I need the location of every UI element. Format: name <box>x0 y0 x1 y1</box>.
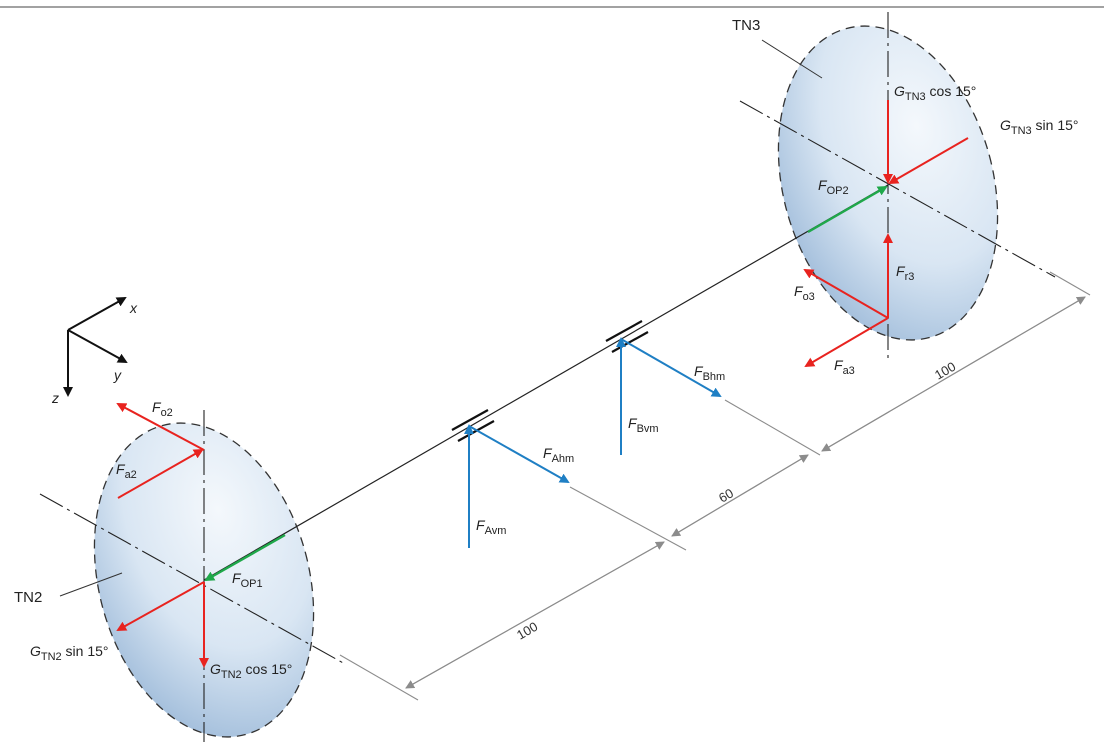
label-fo2: Fo2 <box>152 399 173 419</box>
force-arrow-gtn3-sin <box>888 137 969 184</box>
label-fbhm: FBhm <box>694 363 725 383</box>
label-fo3: Fo3 <box>794 283 815 303</box>
bearing-b <box>605 320 649 353</box>
dim-100-left: 100 <box>514 619 540 643</box>
label-favm: FAvm <box>476 517 506 537</box>
label-fr3: Fr3 <box>896 263 914 283</box>
shaft-line <box>203 184 889 581</box>
force-arrow-fo3 <box>803 268 889 319</box>
label-fop1: FOP1 <box>232 570 263 590</box>
force-arrow-fo2 <box>116 403 205 451</box>
force-arrow-fahm <box>468 425 570 483</box>
label-tn2: TN2 <box>14 589 42 606</box>
dim-60: 60 <box>716 485 736 505</box>
force-arrow-fa2 <box>117 449 204 499</box>
label-gtn3-cos: GTN3 cos 15° <box>894 83 976 103</box>
label-tn3: TN3 <box>732 17 760 34</box>
leader-tn2 <box>59 572 123 597</box>
force-arrow-gtn2-sin <box>116 581 205 631</box>
label-fahm: FAhm <box>543 445 574 465</box>
force-arrow-fa3 <box>804 317 889 368</box>
axis-y-label: y <box>113 367 122 383</box>
label-fa3: Fa3 <box>834 357 855 377</box>
coordinate-axes <box>63 297 128 397</box>
axis-z-label: z <box>51 390 59 406</box>
disk-tn2 <box>39 410 346 742</box>
label-gtn3-sin: GTN3 sin 15° <box>1000 117 1079 137</box>
dimension-lines <box>339 271 1091 701</box>
leader-tn3 <box>761 39 823 79</box>
label-fbvm: FBvm <box>628 415 659 435</box>
dim-100-right: 100 <box>932 359 958 383</box>
force-arrow-fop2 <box>807 185 888 234</box>
axis-x-label: x <box>129 300 138 316</box>
label-gtn2-cos: GTN2 cos 15° <box>210 661 292 681</box>
force-arrow-fbhm <box>620 338 722 397</box>
force-arrow-fop1 <box>204 533 286 582</box>
label-fop2: FOP2 <box>818 177 849 197</box>
label-gtn2-sin: GTN2 sin 15° <box>30 643 109 663</box>
label-fa2: Fa2 <box>116 461 137 481</box>
